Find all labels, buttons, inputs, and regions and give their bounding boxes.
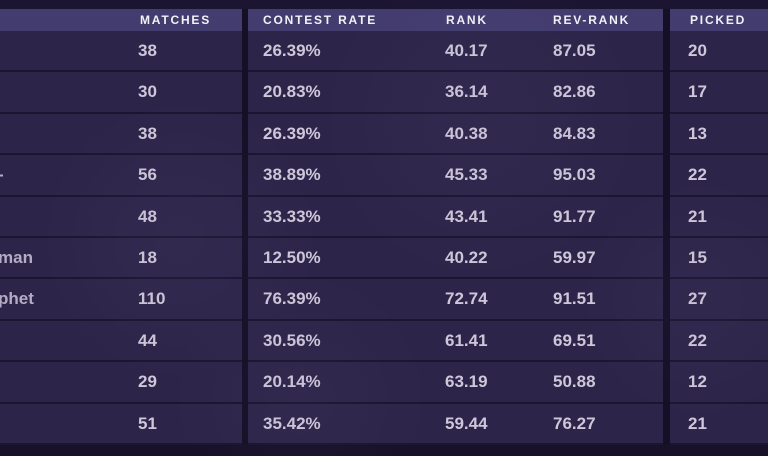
rank-value: 40.17 bbox=[445, 41, 488, 60]
table-row[interactable]: 38 26.39% 40.38 84.83 13 bbox=[0, 113, 768, 156]
contest-rate-value: 26.39% bbox=[263, 123, 321, 143]
hero-name-fragment: - bbox=[0, 155, 4, 194]
hero-name-fragment: phet bbox=[0, 289, 34, 309]
matches-value: 48 bbox=[138, 206, 157, 226]
rev-rank-value: 95.03 bbox=[553, 165, 596, 185]
table-header-row: MATCHES CONTEST RATE RANK REV-RANK PICKE… bbox=[0, 9, 768, 31]
matches-value: 38 bbox=[138, 41, 157, 60]
contest-rate-value: 12.50% bbox=[263, 247, 321, 267]
rev-rank-value: 50.88 bbox=[553, 372, 596, 392]
table-row[interactable]: 48 33.33% 43.41 91.77 21 bbox=[0, 196, 768, 238]
rev-rank-value: 82.86 bbox=[553, 82, 596, 102]
column-header-matches[interactable]: MATCHES bbox=[140, 13, 212, 27]
picked-value: 21 bbox=[688, 206, 707, 226]
hero-name-fragment: man bbox=[0, 247, 33, 267]
contest-rate-value: 33.33% bbox=[263, 206, 321, 226]
matches-value: 56 bbox=[138, 165, 157, 185]
rev-rank-value: 59.97 bbox=[553, 247, 596, 267]
matches-value: 18 bbox=[138, 247, 157, 267]
matches-value: 29 bbox=[138, 372, 157, 392]
rev-rank-value: 84.83 bbox=[553, 123, 596, 143]
rank-value: 61.41 bbox=[445, 330, 488, 350]
contest-rate-value: 30.56% bbox=[263, 330, 321, 350]
contest-rate-value: 20.14% bbox=[263, 372, 321, 392]
table-row[interactable]: 29 20.14% 63.19 50.88 12 bbox=[0, 362, 768, 404]
table-row[interactable]: 44 30.56% 61.41 69.51 22 bbox=[0, 320, 768, 363]
column-header-picked[interactable]: PICKED bbox=[690, 13, 747, 27]
table-row[interactable]: phet 110 76.39% 72.74 91.51 27 bbox=[0, 279, 768, 321]
table-body: 38 26.39% 40.17 87.05 20 30 20.83% 36.14… bbox=[0, 31, 768, 445]
matches-value: 110 bbox=[138, 289, 166, 309]
picked-value: 22 bbox=[688, 165, 707, 185]
matches-value: 30 bbox=[138, 82, 157, 102]
matches-value: 44 bbox=[138, 330, 157, 350]
table-row[interactable]: 30 20.83% 36.14 82.86 17 bbox=[0, 72, 768, 114]
table-row[interactable]: - 56 38.89% 45.33 95.03 22 bbox=[0, 155, 768, 197]
matches-value: 38 bbox=[138, 123, 157, 143]
picked-value: 12 bbox=[688, 372, 707, 392]
contest-rate-value: 76.39% bbox=[263, 289, 321, 309]
rev-rank-value: 76.27 bbox=[553, 413, 596, 433]
section-divider-left bbox=[242, 9, 248, 445]
table-row[interactable]: man 18 12.50% 40.22 59.97 15 bbox=[0, 237, 768, 280]
rev-rank-value: 69.51 bbox=[553, 330, 596, 350]
rev-rank-value: 91.77 bbox=[553, 206, 596, 226]
picked-value: 21 bbox=[688, 413, 707, 433]
rev-rank-value: 91.51 bbox=[553, 289, 596, 309]
rank-value: 40.38 bbox=[445, 123, 488, 143]
rank-value: 43.41 bbox=[445, 206, 488, 226]
contest-rate-value: 26.39% bbox=[263, 41, 321, 60]
matches-value: 51 bbox=[138, 413, 157, 433]
rank-value: 45.33 bbox=[445, 165, 488, 185]
column-header-rank[interactable]: RANK bbox=[446, 13, 488, 27]
table-row[interactable]: 38 26.39% 40.17 87.05 20 bbox=[0, 31, 768, 73]
picked-value: 17 bbox=[688, 82, 707, 102]
contest-rate-value: 38.89% bbox=[263, 165, 321, 185]
table-row[interactable]: 51 35.42% 59.44 76.27 21 bbox=[0, 403, 768, 445]
picked-value: 22 bbox=[688, 330, 707, 350]
section-divider-right bbox=[663, 9, 670, 445]
picked-value: 13 bbox=[688, 123, 707, 143]
column-header-rev-rank[interactable]: REV-RANK bbox=[553, 13, 631, 27]
contest-rate-value: 20.83% bbox=[263, 82, 321, 102]
rev-rank-value: 87.05 bbox=[553, 41, 596, 60]
picked-value: 27 bbox=[688, 289, 707, 309]
bottom-edge bbox=[0, 445, 768, 456]
rank-value: 72.74 bbox=[445, 289, 488, 309]
rank-value: 63.19 bbox=[445, 372, 488, 392]
rank-value: 40.22 bbox=[445, 247, 488, 267]
rank-value: 36.14 bbox=[445, 82, 488, 102]
rank-value: 59.44 bbox=[445, 413, 488, 433]
picked-value: 15 bbox=[688, 247, 707, 267]
contest-rate-value: 35.42% bbox=[263, 413, 321, 433]
picked-value: 20 bbox=[688, 41, 707, 60]
column-header-contest-rate[interactable]: CONTEST RATE bbox=[263, 13, 378, 27]
